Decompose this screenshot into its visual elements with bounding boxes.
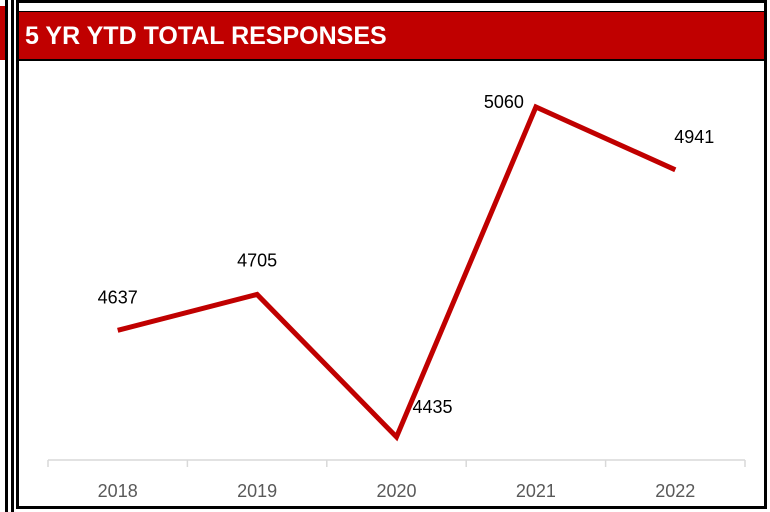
data-label: 4637: [98, 287, 138, 307]
data-label: 4435: [412, 397, 452, 417]
chart-panel: 5 YR YTD TOTAL RESPONSES: [16, 0, 767, 509]
series-line: [117, 103, 677, 442]
x-tick-label: 2018: [98, 481, 138, 501]
data-label: 4941: [674, 127, 714, 147]
panel-border-line: [5, 0, 8, 512]
adjacent-panel-edge: [0, 0, 16, 512]
panel-header: 5 YR YTD TOTAL RESPONSES: [19, 11, 764, 61]
x-tick-label: 2020: [376, 481, 416, 501]
x-tick-label: 2021: [516, 481, 556, 501]
x-tick-label: 2019: [237, 481, 277, 501]
panel-border-line: [11, 0, 14, 512]
panel-title: 5 YR YTD TOTAL RESPONSES: [25, 22, 387, 50]
data-label: 4705: [237, 250, 277, 270]
x-tick-label: 2022: [655, 481, 695, 501]
adjacent-header-strip: [0, 6, 5, 60]
data-label: 5060: [484, 92, 524, 112]
